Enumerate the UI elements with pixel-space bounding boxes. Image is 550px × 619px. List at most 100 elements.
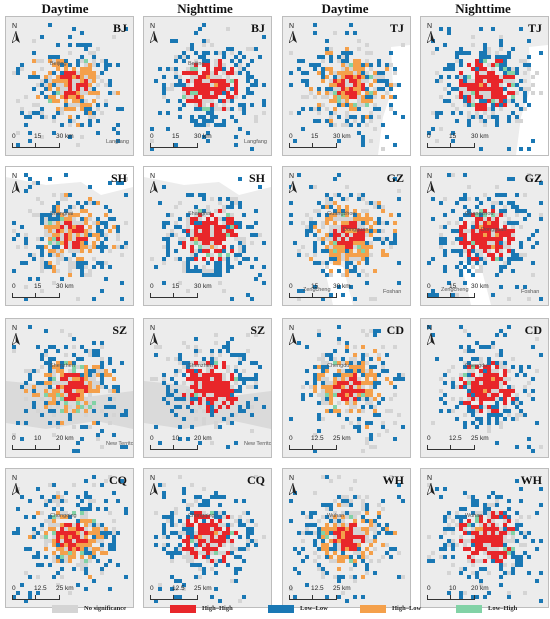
grid-cell	[345, 531, 349, 535]
grid-cell	[214, 217, 218, 221]
grid-cell	[475, 261, 479, 265]
grid-cell	[317, 429, 321, 433]
grid-cell	[88, 103, 92, 107]
grid-cell	[222, 205, 226, 209]
grid-cell	[202, 393, 206, 397]
grid-cell	[361, 397, 365, 401]
grid-cell	[373, 229, 377, 233]
grid-cell	[174, 595, 178, 599]
grid-cell	[198, 123, 202, 127]
grid-cell	[361, 373, 365, 377]
grid-cell	[166, 389, 170, 393]
grid-cell	[64, 555, 68, 559]
grid-cell	[218, 385, 222, 389]
grid-cell	[511, 539, 515, 543]
grid-cell	[519, 27, 523, 31]
grid-cell	[483, 59, 487, 63]
grid-cell	[84, 381, 88, 385]
grid-cell	[377, 511, 381, 515]
grid-cell	[507, 507, 511, 511]
grid-cell	[210, 441, 214, 445]
grid-cell	[170, 587, 174, 591]
grid-cell	[491, 539, 495, 543]
grid-cell	[321, 353, 325, 357]
grid-cell	[467, 349, 471, 353]
grid-cell	[487, 95, 491, 99]
grid-cell	[76, 539, 80, 543]
grid-cell	[393, 547, 397, 551]
grid-cell	[60, 217, 64, 221]
grid-cell	[76, 257, 80, 261]
grid-cell	[483, 257, 487, 261]
grid-cell	[52, 249, 56, 253]
grid-cell	[479, 579, 483, 583]
grid-cell	[341, 393, 345, 397]
grid-cell	[246, 405, 250, 409]
grid-cell	[495, 495, 499, 499]
grid-cell	[52, 217, 56, 221]
grid-cell	[100, 345, 104, 349]
grid-cell	[463, 591, 467, 595]
grid-cell	[539, 599, 543, 603]
grid-cell	[174, 369, 178, 373]
grid-cell	[64, 229, 68, 233]
grid-cell	[353, 495, 357, 499]
grid-cell	[214, 389, 218, 393]
grid-cell	[186, 91, 190, 95]
grid-cell	[104, 221, 108, 225]
grid-cell	[475, 111, 479, 115]
grid-cell	[491, 369, 495, 373]
grid-cell	[198, 225, 202, 229]
grid-cell	[515, 257, 519, 261]
grid-cell	[234, 365, 238, 369]
grid-cell	[361, 143, 365, 147]
grid-cell	[202, 421, 206, 425]
grid-cell	[234, 555, 238, 559]
column-header-daytime-1: Daytime	[41, 1, 89, 16]
grid-cell	[238, 377, 242, 381]
grid-cell	[337, 193, 341, 197]
grid-cell	[309, 87, 313, 91]
grid-cell	[84, 373, 88, 377]
grid-cell	[471, 535, 475, 539]
grid-cell	[178, 595, 182, 599]
grid-cell	[317, 91, 321, 95]
grid-cell	[52, 531, 56, 535]
hotspot-cells	[427, 325, 543, 453]
scale-tick-label: 12.5	[311, 435, 324, 442]
grid-cell	[92, 579, 96, 583]
grid-cell	[479, 523, 483, 527]
scale-bar-line	[427, 293, 475, 298]
grid-cell	[182, 237, 186, 241]
grid-cell	[226, 515, 230, 519]
grid-cell	[309, 107, 313, 111]
grid-cell	[313, 449, 317, 453]
grid-cell	[72, 353, 76, 357]
grid-cell	[527, 555, 531, 559]
grid-cell	[337, 249, 341, 253]
grid-cell	[44, 503, 48, 507]
grid-cell	[162, 95, 166, 99]
grid-cell	[397, 197, 401, 201]
grid-cell	[289, 213, 293, 217]
grid-cell	[451, 63, 455, 67]
grid-cell	[523, 95, 527, 99]
grid-cell	[174, 257, 178, 261]
grid-cell	[116, 225, 120, 229]
grid-cell	[60, 539, 64, 543]
grid-cell	[519, 225, 523, 229]
grid-cell	[254, 115, 258, 119]
grid-cell	[447, 543, 451, 547]
grid-cell	[194, 257, 198, 261]
north-label: N	[12, 325, 18, 332]
grid-cell	[32, 75, 36, 79]
grid-cell	[365, 51, 369, 55]
grid-cell	[116, 131, 120, 135]
grid-cell	[226, 393, 230, 397]
grid-cell	[48, 373, 52, 377]
grid-cell	[519, 119, 523, 123]
grid-cell	[321, 75, 325, 79]
grid-cell	[250, 59, 254, 63]
grid-cell	[198, 87, 202, 91]
grid-cell	[238, 205, 242, 209]
